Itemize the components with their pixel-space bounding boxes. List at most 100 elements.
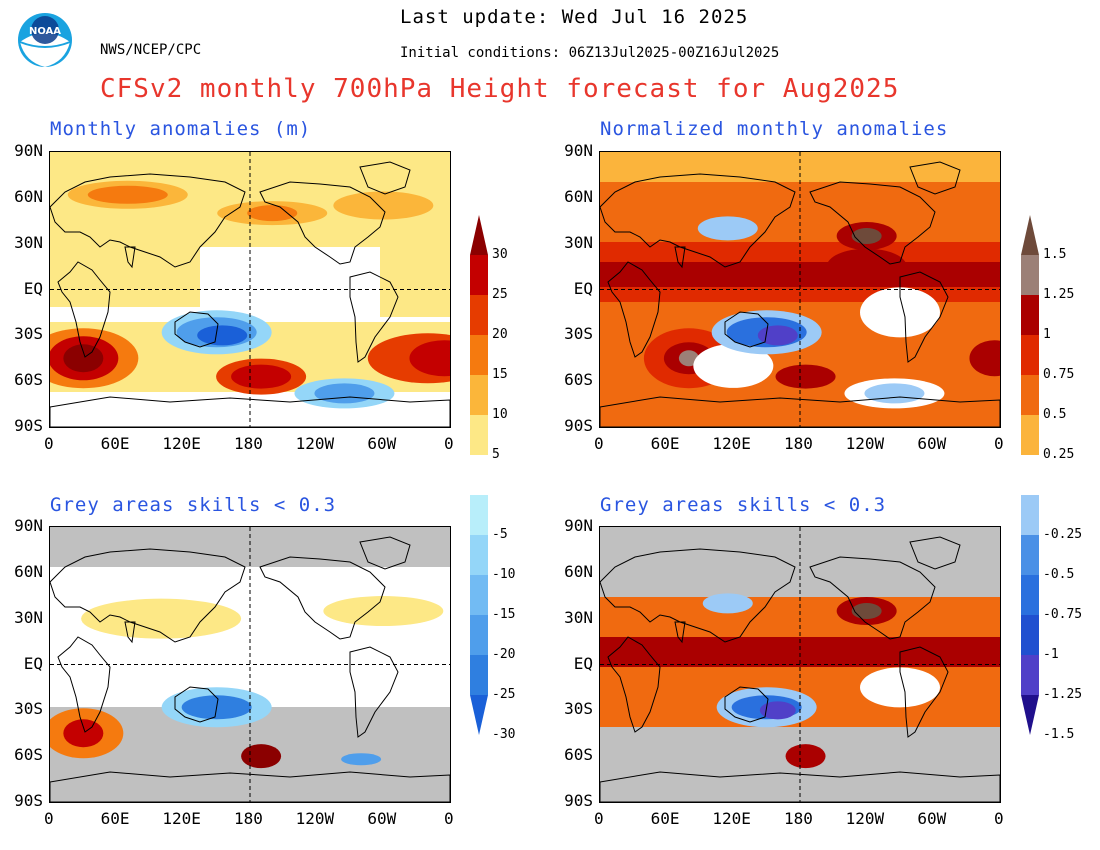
lon-tick-label: 60W [917,809,947,828]
colorbar-tick-label: 0.25 [1043,447,1075,462]
lat-tick-label: 90S [564,416,593,435]
lon-tick-label: 60E [100,809,130,828]
colorbar-tick-label: 1.5 [1043,247,1067,262]
map-svg [600,527,1000,802]
lon-tick-label: 0 [44,809,54,828]
lat-tick-label: 30N [14,607,43,627]
lat-tick-label: 90N [14,141,43,160]
colorbar-tick-label: 5 [492,447,500,462]
lon-tick-label: 60W [917,434,947,453]
lon-tick-label: 0 [44,434,54,453]
lat-tick-label: 90N [564,141,593,160]
colorbar-tick-label: 30 [492,247,508,262]
lon-tick-label: 120E [162,809,201,828]
colorbar-tick-label: 15 [492,367,508,382]
lon-tick-label: 180 [234,434,263,453]
lat-tick-label: 60S [564,370,593,390]
colorbar-tick-label: 0.75 [1043,367,1075,382]
lat-tick-label: EQ [23,278,43,298]
lat-tick-label: 60N [14,186,43,206]
lon-tick-label: 0 [594,809,604,828]
colorbar-tick-label: -5 [492,527,508,542]
panel-title-bottom-left: Grey areas skills < 0.3 [50,494,337,516]
lon-tick-label: 60E [100,434,130,453]
lat-tick-label: 60S [564,745,593,765]
map-svg [50,152,450,427]
colorbar-tick-label: 1 [1043,327,1051,342]
lon-tick-label: 120E [162,434,201,453]
colorbar-tick-label: -1 [1043,647,1059,662]
lat-tick-label: 90S [14,791,43,810]
lon-tick-label: 60W [367,809,397,828]
lat-tick-label: 60S [14,745,43,765]
map-normalized-anomalies [599,151,1001,428]
lon-tick-label: 120E [712,809,751,828]
noaa-logo-icon: NOAA [18,13,72,67]
map-svg [600,152,1000,427]
lon-tick-label: 120W [295,434,335,453]
lat-tick-label: 90S [14,416,43,435]
lat-tick-label: 90N [14,516,43,535]
colorbar-tick-label: -0.75 [1043,607,1083,622]
lon-tick-label: 120W [845,809,885,828]
map-normalized-skill-masked [599,526,1001,803]
lon-tick-label: 120W [845,434,885,453]
colorbar-svg [470,215,488,735]
lat-tick-label: 60N [564,186,593,206]
agency-text: NWS/NCEP/CPC [100,42,202,58]
lon-tick-label: 60E [650,809,680,828]
colorbar-tick-label: -1.5 [1043,727,1075,742]
lon-tick-label: 0 [594,434,604,453]
lat-tick-label: EQ [23,653,43,673]
lat-tick-label: 30N [564,232,593,252]
lon-tick-label: 180 [784,434,813,453]
colorbar-tick-label: -10 [492,567,516,582]
lon-tick-label: 120E [712,434,751,453]
colorbar-tick-label: -15 [492,607,516,622]
colorbar-tick-label: -1.25 [1043,687,1083,702]
colorbar-tick-label: -25 [492,687,516,702]
lon-tick-label: 0 [994,434,1004,453]
lon-tick-label: 60E [650,434,680,453]
lat-tick-label: 60N [14,561,43,581]
colorbar-tick-label: 10 [492,407,508,422]
lat-tick-label: EQ [573,278,593,298]
panel-title-bottom-right: Grey areas skills < 0.3 [600,494,887,516]
svg-text:NOAA: NOAA [29,26,61,37]
map-svg [50,527,450,802]
lat-tick-label: 90N [564,516,593,535]
colorbar-svg [1021,215,1039,735]
last-update-text: Last update: Wed Jul 16 2025 [400,6,749,28]
map-anomalies [49,151,451,428]
colorbar-tick-label: -20 [492,647,516,662]
panel-title-top-right: Normalized monthly anomalies [600,118,949,140]
colorbar-tick-label: -30 [492,727,516,742]
lon-tick-label: 180 [784,809,813,828]
page-title: CFSv2 monthly 700hPa Height forecast for… [100,74,900,104]
colorbar-anomalies [470,215,488,735]
lat-tick-label: 30S [564,699,593,719]
noaa-logo: NOAA [17,12,73,68]
lat-tick-label: 60S [14,370,43,390]
initial-conditions-text: Initial conditions: 06Z13Jul2025-00Z16Ju… [400,45,780,61]
colorbar-tick-label: 25 [492,287,508,302]
colorbar-tick-label: 20 [492,327,508,342]
lon-tick-label: 0 [994,809,1004,828]
colorbar-tick-label: -0.25 [1043,527,1083,542]
lon-tick-label: 0 [444,809,454,828]
lon-tick-label: 180 [234,809,263,828]
lat-tick-label: 90S [564,791,593,810]
lat-tick-label: 60N [564,561,593,581]
lat-tick-label: 30S [14,324,43,344]
panel-title-top-left: Monthly anomalies (m) [50,118,312,140]
lat-tick-label: 30S [564,324,593,344]
lat-tick-label: EQ [573,653,593,673]
lat-tick-label: 30N [564,607,593,627]
lon-tick-label: 0 [444,434,454,453]
map-anomalies-skill-masked [49,526,451,803]
colorbar-tick-label: 1.25 [1043,287,1075,302]
lon-tick-label: 120W [295,809,335,828]
colorbar-tick-label: 0.5 [1043,407,1067,422]
colorbar-normalized [1021,215,1039,735]
lon-tick-label: 60W [367,434,397,453]
